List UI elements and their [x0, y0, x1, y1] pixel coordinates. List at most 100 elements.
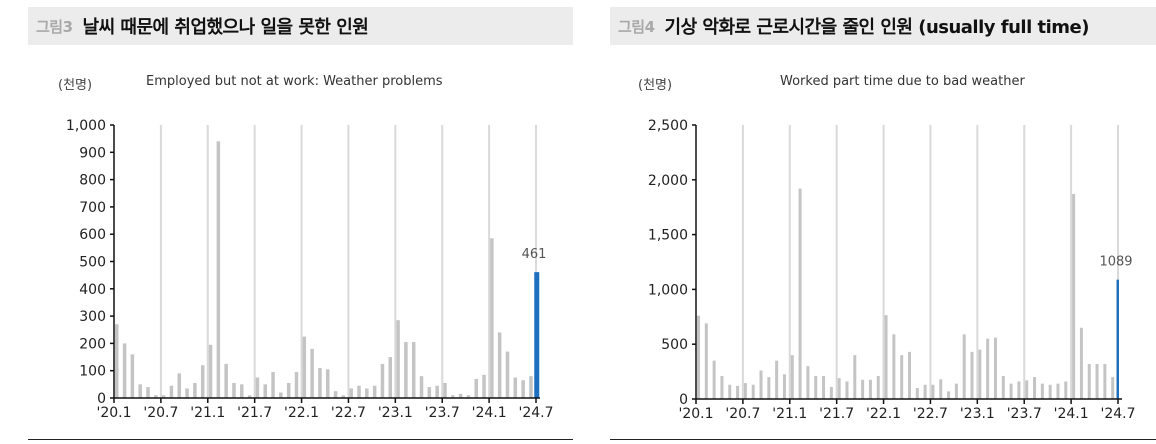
- bar: [529, 376, 533, 398]
- bar: [1103, 363, 1107, 399]
- bar: [138, 384, 142, 398]
- bar: [482, 374, 486, 398]
- bar: [743, 383, 747, 399]
- x-tick-label: '20.1: [96, 405, 131, 421]
- y-tick-label: 1,000: [66, 118, 106, 134]
- x-tick-label: '21.7: [237, 405, 272, 421]
- bar: [1033, 377, 1037, 399]
- bar: [318, 367, 322, 398]
- bar: [1048, 384, 1052, 399]
- bar: [286, 382, 291, 398]
- y-tick-label: 800: [79, 173, 106, 189]
- x-tick-label: '21.7: [819, 406, 854, 422]
- x-tick-label: '20.7: [725, 406, 760, 422]
- bar: [782, 374, 786, 399]
- x-tick-label: '23.7: [425, 405, 460, 421]
- bar: [404, 342, 408, 398]
- bar: [232, 382, 236, 398]
- bar: [978, 349, 982, 399]
- bar: [474, 378, 478, 398]
- x-tick-label: '20.7: [143, 405, 178, 421]
- x-tick-label: '22.1: [866, 406, 901, 422]
- bar: [411, 342, 416, 398]
- bar: [294, 372, 299, 398]
- bar: [876, 375, 880, 399]
- bar: [310, 348, 314, 398]
- bar: [1017, 381, 1021, 399]
- bar: [302, 336, 307, 398]
- bar: [435, 385, 439, 398]
- figure-4-chart-subtitle: Worked part time due to bad weather: [780, 74, 1025, 89]
- bar: [279, 392, 283, 398]
- bar: [208, 344, 213, 398]
- bar: [271, 372, 275, 398]
- x-tick-label: '21.1: [190, 405, 225, 421]
- bar: [915, 388, 919, 399]
- bar: [986, 338, 990, 399]
- bar: [263, 384, 267, 398]
- bar: [443, 382, 447, 398]
- bar: [341, 395, 346, 398]
- bar: [759, 370, 763, 399]
- bar: [396, 320, 400, 398]
- x-tick-label: '21.1: [772, 406, 807, 422]
- bar: [451, 395, 455, 398]
- bar: [115, 324, 119, 398]
- bar: [970, 351, 974, 399]
- bar: [1079, 327, 1083, 399]
- bar: [326, 369, 330, 398]
- x-tick-label: '24.7: [1100, 406, 1135, 422]
- figure-3-panel: 그림3 날씨 때문에 취업했으나 일을 못한 인원 (천명) Employed …: [28, 0, 573, 444]
- bar: [1040, 383, 1044, 399]
- x-tick-label: '23.7: [1007, 406, 1042, 422]
- figure-3-title: 날씨 때문에 취업했으나 일을 못한 인원: [82, 17, 369, 38]
- y-tick-label: 600: [79, 227, 106, 243]
- x-tick-label: '22.7: [913, 406, 948, 422]
- bar: [380, 363, 385, 398]
- bar: [193, 382, 197, 398]
- bar: [372, 385, 377, 398]
- bar: [868, 379, 872, 399]
- bar: [216, 141, 221, 398]
- bar: [466, 395, 471, 398]
- figure-3-unit-label: (천명): [58, 78, 93, 93]
- y-tick-label: 700: [79, 200, 106, 216]
- bar: [822, 375, 826, 399]
- bar: [736, 385, 740, 399]
- figure-3-bottom-rule: [28, 439, 573, 440]
- bar: [704, 323, 708, 399]
- x-tick-label: '23.1: [378, 405, 413, 421]
- bar: [177, 373, 182, 398]
- bar: [1064, 381, 1068, 399]
- y-tick-label: 500: [79, 255, 106, 271]
- highlighted-bar: [1116, 279, 1119, 399]
- figure-3-chart-subtitle: Employed but not at work: Weather proble…: [146, 74, 443, 89]
- bar: [728, 384, 732, 399]
- bar: [419, 376, 424, 398]
- bar: [490, 238, 494, 398]
- bar: [505, 351, 510, 398]
- figure-4-number: 그림4: [618, 17, 655, 36]
- bar: [954, 383, 958, 399]
- bar: [931, 384, 935, 399]
- bar: [169, 385, 174, 398]
- bar: [884, 315, 888, 399]
- bar: [790, 355, 794, 399]
- bar: [947, 391, 951, 399]
- bar: [521, 380, 525, 398]
- figure-3-bar-chart: 0 100 200 300 400 500 600 700 800 900 1,000 '20.1 '2…: [66, 118, 554, 421]
- bar: [497, 332, 502, 398]
- data-value-label: 1089: [1099, 255, 1132, 270]
- figure-4-panel: 그림4 기상 악화로 근로시간을 줄인 인원 (usually full tim…: [610, 0, 1156, 444]
- y-tick-label: 0: [97, 391, 106, 407]
- bar: [224, 363, 228, 398]
- bar: [161, 395, 166, 398]
- figure-4-bar-chart: 0 500 1,000 1,500 2,000 2,500 '20.1 '20.7 '21.1 '…: [648, 118, 1136, 422]
- bar: [349, 388, 353, 398]
- bar: [962, 334, 966, 399]
- y-tick-label: 2,000: [648, 173, 688, 189]
- highlighted-bar: [534, 272, 540, 398]
- bar: [751, 384, 755, 399]
- bar: [122, 343, 127, 398]
- x-tick-label: '23.1: [960, 406, 995, 422]
